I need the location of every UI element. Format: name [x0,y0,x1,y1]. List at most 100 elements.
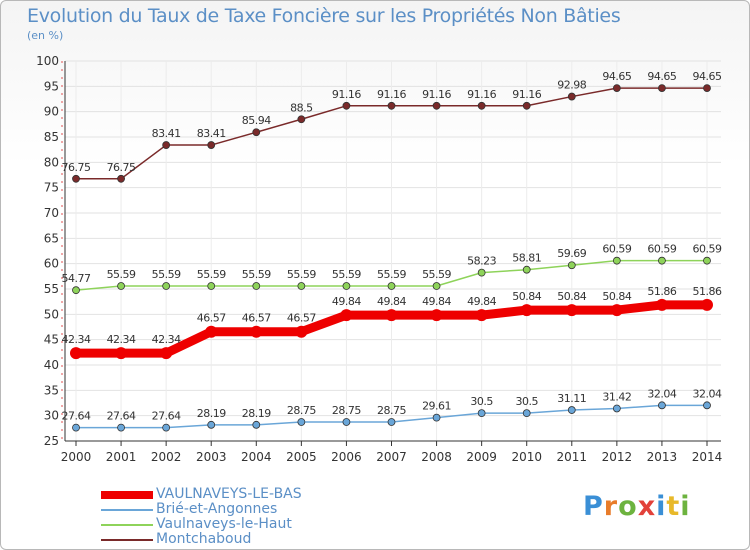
data-label-vaulnaveys-le-bas: 42.34 [152,333,181,346]
data-label-vaulnaveys-le-bas: 42.34 [62,333,91,346]
data-point-vaulnaveys-le-haut [117,282,125,290]
data-label-vaulnaveys-le-haut: 60.59 [647,243,676,256]
data-point-bri-et-angonnes [342,418,351,426]
data-point-vaulnaveys-le-bas [520,304,533,317]
data-label-vaulnaveys-le-bas: 49.84 [422,295,451,308]
legend-swatch [101,539,153,541]
data-point-vaulnaveys-le-haut [612,256,621,265]
x-tick-label: 2003 [196,450,227,464]
logo-letter: o [618,491,638,522]
data-point-vaulnaveys-le-haut [72,286,80,295]
x-tick-label: 2005 [286,450,317,464]
x-tick-label: 2009 [466,450,497,464]
data-label-montchaboud: 83.41 [197,127,226,140]
data-label-montchaboud: 88.5 [290,101,313,114]
y-tick-label: 45 [44,333,59,347]
data-label-vaulnaveys-le-haut: 55.59 [107,268,136,281]
data-point-vaulnaveys-le-haut [567,261,576,270]
logo-letter: i [680,491,691,522]
x-tick-label: 2010 [511,450,542,464]
data-point-vaulnaveys-le-bas [385,309,398,322]
data-point-vaulnaveys-le-haut [297,282,306,290]
data-label-vaulnaveys-le-haut: 55.59 [422,268,451,281]
data-label-vaulnaveys-le-bas: 50.84 [602,290,631,303]
data-point-bri-et-angonnes [162,423,171,432]
data-label-vaulnaveys-le-haut: 60.59 [602,243,631,256]
data-label-vaulnaveys-le-haut: 60.59 [693,243,722,256]
proxiti-logo: Proxiti [583,491,691,522]
data-point-bri-et-angonnes [612,404,621,413]
data-label-bri-et-angonnes: 32.04 [693,387,722,400]
y-tick-label: 75 [44,181,59,195]
data-point-montchaboud [703,84,711,93]
data-point-bri-et-angonnes [297,418,306,426]
y-tick-label: 70 [44,206,59,220]
legend-swatch [101,509,153,511]
data-label-bri-et-angonnes: 30.5 [515,395,538,408]
data-point-bri-et-angonnes [703,401,711,410]
data-point-bri-et-angonnes [477,409,486,418]
y-tick-label: 40 [44,358,59,372]
legend-swatch [101,524,153,526]
data-label-vaulnaveys-le-haut: 59.69 [557,247,586,260]
data-point-montchaboud [612,84,621,93]
data-label-montchaboud: 92.98 [557,79,586,92]
data-point-bri-et-angonnes [72,423,80,432]
y-tick-label: 60 [44,257,59,271]
data-label-bri-et-angonnes: 31.42 [602,390,631,403]
logo-letter: i [656,491,667,522]
data-label-montchaboud: 76.75 [62,161,91,174]
data-point-vaulnaveys-le-bas [655,298,668,311]
data-label-vaulnaveys-le-haut: 54.77 [62,272,91,285]
data-point-vaulnaveys-le-haut [658,256,666,265]
data-point-vaulnaveys-le-bas [610,304,623,317]
data-point-bri-et-angonnes [117,423,125,432]
data-label-montchaboud: 91.16 [332,88,361,101]
data-label-montchaboud: 85.94 [242,114,271,127]
x-tick-label: 2002 [151,450,182,464]
data-point-vaulnaveys-le-bas [430,309,443,322]
data-point-montchaboud [522,101,531,110]
logo-letter: P [583,491,604,522]
data-point-montchaboud [342,101,351,110]
data-point-bri-et-angonnes [252,420,261,429]
data-label-vaulnaveys-le-haut: 58.23 [467,255,496,268]
data-point-montchaboud [432,101,441,110]
x-tick-label: 2008 [421,450,452,464]
data-point-vaulnaveys-le-bas [115,347,128,360]
data-point-montchaboud [297,115,306,124]
data-label-bri-et-angonnes: 32.04 [647,387,676,400]
data-point-montchaboud [387,101,396,110]
x-tick-label: 2000 [61,450,92,464]
data-point-vaulnaveys-le-haut [477,268,486,277]
data-label-vaulnaveys-le-bas: 51.86 [693,285,722,298]
data-point-montchaboud [477,101,486,110]
data-label-vaulnaveys-le-bas: 49.84 [332,295,361,308]
x-tick-label: 2006 [331,450,362,464]
data-point-vaulnaveys-le-bas [340,309,353,322]
data-point-montchaboud [567,92,576,101]
data-point-vaulnaveys-le-haut [342,282,351,290]
logo-letter: r [603,491,619,522]
data-point-vaulnaveys-le-haut [522,265,531,274]
y-tick-label: 65 [44,231,59,245]
data-point-vaulnaveys-le-bas [701,298,713,311]
data-label-vaulnaveys-le-haut: 55.59 [197,268,226,281]
data-label-vaulnaveys-le-bas: 51.86 [647,285,676,298]
data-label-montchaboud: 91.16 [467,88,496,101]
y-tick-label: 90 [44,105,59,119]
data-label-vaulnaveys-le-bas: 42.34 [107,333,136,346]
data-label-montchaboud: 91.16 [377,88,406,101]
data-point-bri-et-angonnes [207,420,216,429]
data-point-vaulnaveys-le-haut [162,282,171,290]
data-point-montchaboud [162,141,171,149]
logo-letter: t [666,491,681,522]
data-label-vaulnaveys-le-haut: 55.59 [332,268,361,281]
data-label-bri-et-angonnes: 29.61 [422,400,451,413]
data-point-vaulnaveys-le-haut [432,282,441,290]
legend-label: Brié-et-Angonnes [156,501,278,517]
x-tick-label: 2014 [692,450,723,464]
data-point-montchaboud [658,84,666,93]
data-label-vaulnaveys-le-bas: 50.84 [557,290,586,303]
